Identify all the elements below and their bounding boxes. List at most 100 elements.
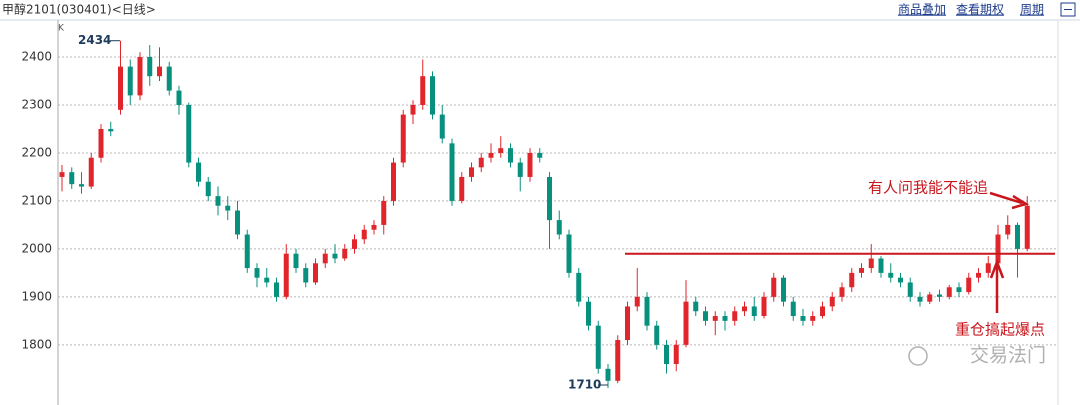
candle-body (322, 253, 328, 264)
candle-body (595, 325, 601, 369)
candle-body (488, 152, 494, 158)
watermark: 交易法门 (970, 345, 1046, 367)
candle-body (1015, 224, 1020, 249)
candle-body (712, 316, 718, 321)
fullscreen-icon[interactable] (1060, 2, 1076, 17)
candle-body (937, 294, 942, 297)
candle-body (790, 301, 796, 317)
candle-body (147, 57, 153, 77)
candle-body (205, 181, 211, 197)
link[interactable]: 商品叠加 (898, 2, 946, 17)
candle-body (342, 248, 348, 259)
candle-body (586, 301, 591, 326)
candle-body (849, 272, 855, 288)
candle-body (371, 224, 377, 230)
candle-body (654, 325, 660, 345)
chart-title: 甲醇2101(030401)<日线> (2, 2, 156, 17)
candle-body (478, 157, 484, 168)
link[interactable]: 查看期权 (956, 3, 1004, 17)
y-unit-label: K (58, 24, 65, 34)
candle-body (498, 148, 504, 153)
y-tick-label: 2000 (21, 241, 52, 255)
candle-body (59, 172, 65, 177)
candle-body (888, 272, 894, 278)
candle-body (917, 296, 923, 302)
candle-body (283, 253, 289, 297)
candle-body (225, 205, 231, 211)
candle-body (118, 66, 123, 110)
candle-body (605, 368, 611, 381)
candle-body (244, 234, 250, 269)
candle-body (946, 287, 952, 297)
candle-body (985, 263, 991, 273)
candle-body (1005, 224, 1011, 235)
y-tick-label: 1800 (21, 337, 52, 351)
y-tick-label: 2300 (21, 97, 52, 111)
candle-body (781, 277, 786, 302)
candle-body (430, 76, 435, 115)
candle-body (556, 220, 562, 235)
candle-body (361, 229, 367, 240)
candle-body (254, 268, 260, 278)
candle-body (751, 306, 757, 317)
candle-body (459, 176, 465, 201)
candle-body (634, 296, 640, 307)
candle-body (878, 258, 884, 273)
candle-body (381, 200, 387, 225)
candle-body (235, 210, 240, 235)
candle-body (1024, 205, 1030, 249)
candle-body (820, 306, 825, 317)
candle-body (898, 277, 903, 283)
candle-body (547, 176, 552, 221)
candle-body (703, 311, 708, 321)
candle-body (537, 152, 543, 158)
candle-body (683, 301, 689, 345)
candle-body (88, 157, 94, 187)
candle-body (166, 66, 172, 91)
candle-body (907, 282, 913, 297)
candle-body (439, 114, 445, 139)
low-label: 1710 (568, 378, 601, 392)
y-tick-label: 1900 (21, 289, 52, 303)
candle-body (829, 296, 835, 307)
candle-body (400, 114, 406, 163)
candle-body (196, 162, 201, 182)
candle-body (303, 268, 309, 283)
candle-body (449, 143, 455, 201)
candle-body (625, 306, 630, 341)
candle-body (517, 162, 523, 177)
candle-body (127, 66, 133, 96)
candle-body (264, 277, 270, 283)
candle-body (137, 57, 143, 96)
annotation-arrow (989, 258, 1005, 313)
candle-body (157, 66, 162, 77)
candle-body (469, 167, 474, 177)
high-label: 2434 (78, 33, 111, 47)
candle-body (615, 340, 621, 381)
candle-body (176, 90, 182, 105)
candle-body (79, 184, 84, 187)
candle-body (868, 258, 874, 269)
candle-body (332, 253, 338, 259)
candle-body (732, 311, 738, 321)
annotation-arrow (989, 191, 1030, 210)
candle-body (527, 152, 533, 177)
candle-body (420, 76, 426, 105)
candle-body (927, 294, 933, 302)
y-tick-label: 2200 (21, 145, 52, 159)
annotation: 有人问我能不能追 (868, 179, 988, 197)
candle-body (673, 344, 679, 365)
candle-body (69, 172, 75, 185)
candle-body (722, 316, 728, 321)
candle-body (274, 282, 279, 297)
y-tick-label: 2400 (21, 50, 52, 64)
candle-body (215, 196, 221, 206)
link[interactable]: 周期 (1020, 3, 1044, 17)
candle-body (966, 277, 972, 293)
candle-body (976, 272, 981, 278)
candle-body (508, 148, 513, 163)
candle-body (839, 287, 845, 297)
annotation: 重仓搞起爆点 (955, 321, 1045, 339)
candle-body (410, 104, 416, 115)
